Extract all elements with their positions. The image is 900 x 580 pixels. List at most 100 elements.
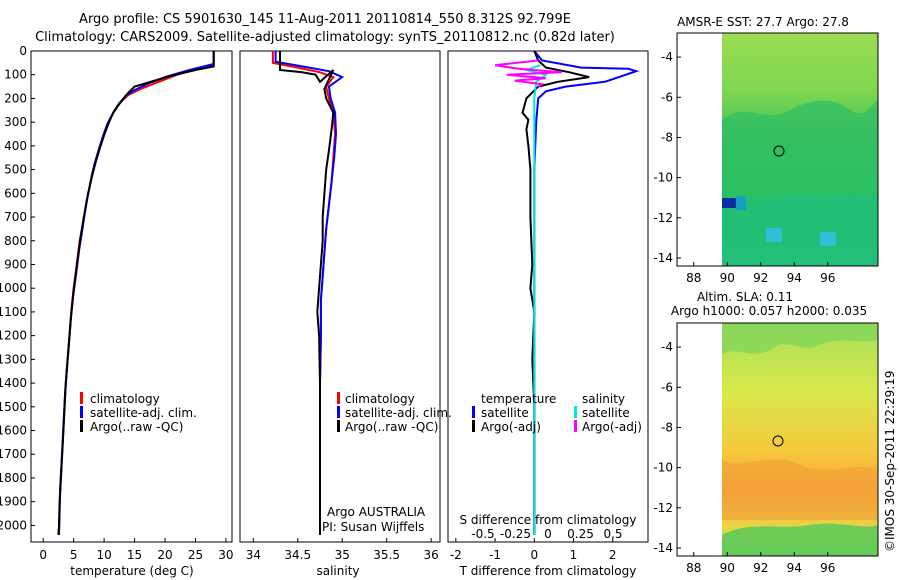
sla-map-axes: 88 90 92 94 96 -4 -6 -8 -10 -12 -14 — [653, 340, 835, 575]
s-diff-tick-label: 0.25 — [567, 527, 594, 541]
series-line-satellite-adj-clim — [58, 51, 215, 535]
x-tick-label: 34.5 — [284, 548, 311, 562]
temperature-legend: climatology satellite-adj. clim. Argo(..… — [80, 392, 197, 434]
s-diff-tick-label: -0.25 — [500, 527, 531, 541]
sst-heatmap — [722, 33, 878, 266]
depth-tick-label: 200 — [4, 91, 27, 105]
pi-name-note: PI: Susan Wijffels — [322, 520, 424, 534]
depth-tick-label: 1100 — [0, 305, 27, 319]
x-tick-label: 15 — [127, 548, 142, 562]
series-line-satellite — [533, 50, 640, 535]
depth-tick-label: 100 — [4, 68, 27, 82]
legend-swatch-t-satellite — [472, 406, 475, 418]
s-difference-x-label: S difference from climatology — [460, 513, 637, 527]
x-tick-label: 35.5 — [373, 548, 400, 562]
depth-tick-label: 1000 — [0, 281, 27, 295]
legend-header-salinity: salinity — [582, 392, 625, 406]
x-tick-label: 20 — [157, 548, 172, 562]
depth-tick-label: 1700 — [0, 447, 27, 461]
legend-swatch-s-satellite — [574, 406, 577, 418]
imos-timestamp: ©IMOS 30-Sep-2011 22:29:19 — [883, 370, 897, 552]
difference-series-lines — [494, 50, 640, 535]
depth-tick-label: 2000 — [0, 518, 27, 532]
x-tick-label: -2 — [450, 548, 462, 562]
s-diff-tick-label: 0 — [544, 527, 552, 541]
x-tick-label: 25 — [188, 548, 203, 562]
temperature-x-axis: 0 5 10 15 20 25 30 — [39, 538, 234, 562]
map-x-tick-label: 96 — [820, 271, 835, 285]
series-line-argo-adj — [521, 50, 590, 535]
legend-swatch-satellite — [80, 406, 83, 418]
depth-tick-label: 900 — [4, 257, 27, 271]
sst-map-land-mask — [677, 33, 722, 266]
map-x-tick-label: 92 — [753, 271, 768, 285]
legend-swatch-argo — [80, 420, 83, 432]
map-y-tick-label: -10 — [653, 461, 673, 475]
legend-s-argo: Argo(-adj) — [582, 420, 642, 434]
sla-map-title-line1: Altim. SLA: 0.11 — [697, 290, 793, 304]
sst-argo-marker — [773, 145, 785, 157]
x-tick-label: 2 — [609, 548, 617, 562]
t-difference-x-label: T difference from climatology — [459, 564, 637, 578]
legend-argo: Argo(..raw -QC) — [345, 420, 438, 434]
depth-tick-label: 1800 — [0, 471, 27, 485]
map-x-tick-label: 88 — [686, 271, 701, 285]
depth-axis: 0 100 200 300 400 500 600 700 800 900 1000 1100 1200… — [0, 44, 35, 532]
legend-climatology: climatology — [90, 392, 160, 406]
map-y-tick-label: -14 — [653, 251, 673, 265]
legend-swatch-satellite — [337, 406, 340, 418]
map-y-tick-label: -6 — [661, 90, 673, 104]
sla-map-frame — [676, 322, 879, 557]
depth-tick-label: 400 — [4, 139, 27, 153]
difference-plot-frame — [447, 50, 649, 543]
series-line-argo-raw-qc — [279, 51, 335, 535]
s-diff-tick-label: 0.5 — [603, 527, 622, 541]
legend-swatch-climatology — [337, 392, 340, 404]
map-y-tick-label: -14 — [653, 541, 673, 555]
map-y-tick-label: -8 — [661, 420, 673, 434]
figure-title-line1: Argo profile: CS 5901630_145 11-Aug-2011… — [79, 12, 571, 27]
depth-tick-label: 1900 — [0, 495, 27, 509]
x-tick-label: 36 — [423, 548, 438, 562]
depth-tick-label: 1300 — [0, 352, 27, 366]
salinity-x-label: salinity — [316, 564, 359, 578]
argo-australia-note: Argo AUSTRALIA — [327, 505, 426, 519]
map-x-tick-label: 94 — [787, 561, 802, 575]
x-tick-label: 30 — [218, 548, 233, 562]
legend-s-satellite: satellite — [582, 406, 630, 420]
map-y-tick-label: -4 — [661, 340, 673, 354]
legend-t-satellite: satellite — [481, 406, 529, 420]
x-tick-label: 5 — [70, 548, 78, 562]
legend-argo: Argo(..raw -QC) — [90, 420, 183, 434]
legend-satellite-adj: satellite-adj. clim. — [90, 406, 197, 420]
x-tick-label: 0 — [530, 548, 538, 562]
depth-tick-label: 1600 — [0, 424, 27, 438]
x-tick-label: 0 — [39, 548, 47, 562]
x-tick-label: -1 — [489, 548, 501, 562]
x-tick-label: 35 — [335, 548, 350, 562]
difference-legend: temperature salinity satellite Argo(-adj… — [472, 392, 642, 434]
sla-argo-marker — [772, 435, 784, 447]
map-y-tick-label: -12 — [653, 501, 673, 515]
legend-t-argo: Argo(-adj) — [481, 420, 541, 434]
map-y-tick-label: -8 — [661, 130, 673, 144]
map-y-tick-label: -4 — [661, 50, 673, 64]
legend-climatology: climatology — [345, 392, 415, 406]
depth-tick-label: 700 — [4, 210, 27, 224]
temperature-series-lines — [57, 51, 215, 535]
x-tick-label: 1 — [570, 548, 578, 562]
map-x-tick-label: 90 — [720, 271, 735, 285]
legend-swatch-climatology — [80, 392, 83, 404]
series-line-climatology — [57, 51, 215, 535]
salinity-series-lines — [271, 51, 345, 535]
sla-map-land-mask — [677, 323, 722, 556]
map-x-tick-label: 90 — [720, 561, 735, 575]
s-diff-tick-label: -0.5 — [471, 527, 494, 541]
series-line-argo-raw-qc — [57, 51, 215, 535]
temperature-plot-frame — [30, 50, 233, 543]
legend-swatch-argo — [337, 420, 340, 432]
figure-title-line2: Climatology: CARS2009. Satellite-adjuste… — [35, 30, 615, 45]
depth-tick-label: 1200 — [0, 329, 27, 343]
depth-tick-label: 500 — [4, 163, 27, 177]
